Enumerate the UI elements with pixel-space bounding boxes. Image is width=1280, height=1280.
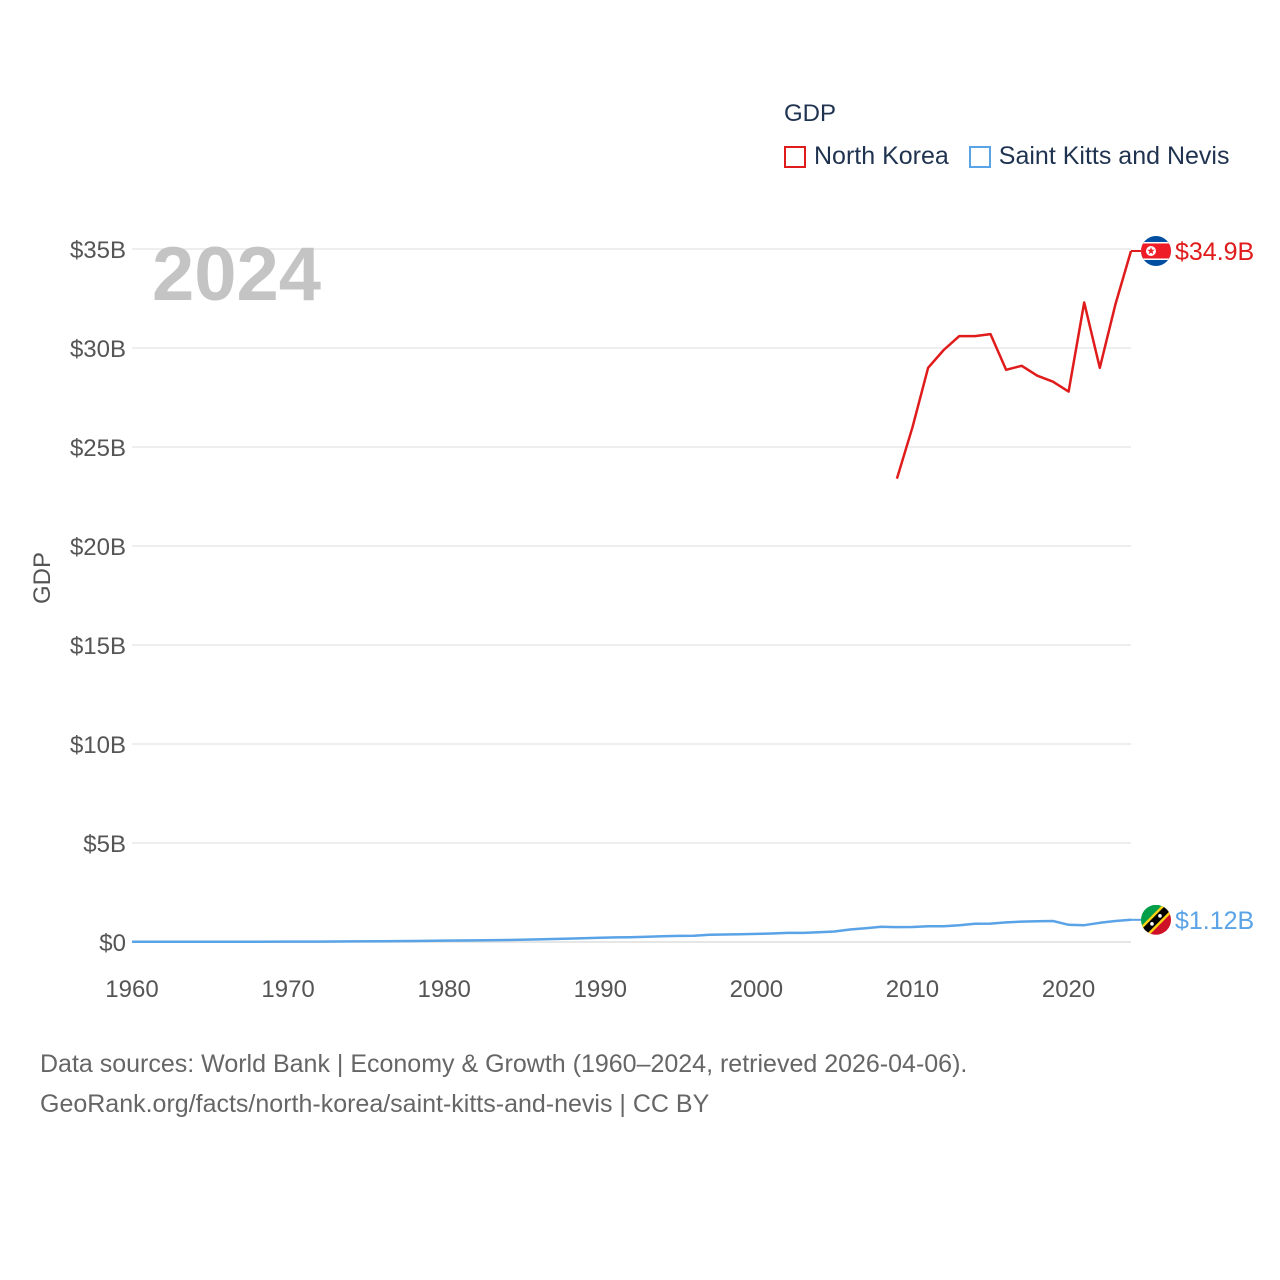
y-axis-ticks: $0 $5B $10B $15B $20B $25B $30B $35B — [70, 237, 126, 957]
grid-lines — [132, 248, 1131, 943]
x-axis-ticks: 1960 1970 1980 1990 2000 2010 2020 — [105, 976, 1095, 1003]
year-watermark: 2024 — [152, 232, 321, 317]
legend-item-saint-kitts-and-nevis[interactable]: Saint Kitts and Nevis — [968, 142, 1230, 171]
series-line-north-korea[interactable] — [895, 250, 1133, 480]
y-tick-label: $10B — [70, 732, 126, 759]
y-tick-label: $20B — [70, 534, 126, 561]
x-tick-label: 2000 — [730, 976, 783, 1003]
x-tick-label: 1980 — [417, 976, 470, 1003]
endpoint-value-label: $34.9B — [1175, 238, 1254, 266]
x-tick-label: 2010 — [886, 976, 939, 1003]
x-tick-label: 1960 — [105, 976, 158, 1003]
y-tick-label: $5B — [83, 831, 126, 858]
y-tick-label: $25B — [70, 435, 126, 462]
saint-kitts-and-nevis-flag-icon — [1141, 904, 1171, 935]
y-tick-label: $0 — [99, 930, 126, 957]
legend-label-saint-kitts-and-nevis: Saint Kitts and Nevis — [998, 142, 1230, 170]
footer-link[interactable]: GeoRank.org/facts/north-korea/saint-kitt… — [40, 1090, 710, 1118]
legend-swatch-saint-kitts-and-nevis — [968, 145, 991, 168]
series-endpoints: $34.9B $1.12B — [1131, 235, 1254, 935]
legend-label-north-korea: North Korea — [814, 142, 949, 170]
y-tick-label: $15B — [70, 633, 126, 660]
y-tick-label: $30B — [70, 336, 126, 363]
x-tick-label: 2020 — [1042, 976, 1095, 1003]
north-korea-flag-icon — [1141, 235, 1171, 266]
x-tick-label: 1970 — [261, 976, 314, 1003]
y-tick-label: $35B — [70, 237, 126, 264]
legend-item-north-korea[interactable]: North Korea — [784, 142, 949, 171]
y-axis-label: GDP — [29, 552, 56, 604]
endpoint-value-label: $1.12B — [1175, 907, 1254, 935]
x-tick-label: 1990 — [574, 976, 627, 1003]
series-lines — [132, 250, 1133, 944]
data-source-footer: Data sources: World Bank | Economy & Gro… — [40, 1044, 967, 1124]
legend-swatch-north-korea — [784, 145, 806, 168]
series-line-saint-kitts-and-nevis[interactable] — [132, 918, 1132, 944]
legend-title: GDP — [784, 100, 837, 127]
footer-sources: Data sources: World Bank | Economy & Gro… — [40, 1050, 968, 1078]
legend: North Korea Saint Kitts and Nevis — [784, 142, 1249, 171]
